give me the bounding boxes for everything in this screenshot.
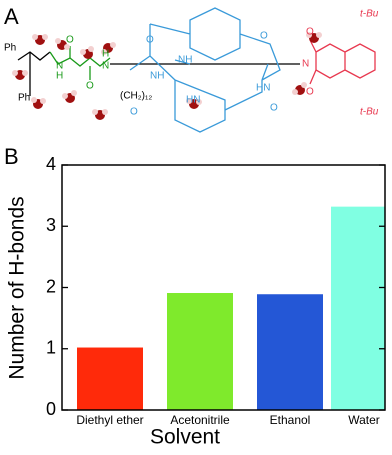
atom-label: O [130, 107, 138, 118]
bar [331, 206, 385, 410]
bar [77, 347, 143, 410]
atom-label: Ph [4, 43, 16, 54]
bar [167, 293, 233, 410]
plot-frame [61, 164, 386, 411]
atom-label: O [86, 81, 94, 92]
atom-label: H [102, 49, 109, 60]
y-axis-title: Number of H-bonds [6, 196, 29, 379]
atom-label: O [270, 103, 278, 114]
x-tick-label: Ethanol [270, 413, 311, 427]
atom-label: N [302, 59, 309, 70]
y-tick-label: 3 [46, 215, 56, 235]
atom-label: t-Bu [360, 107, 379, 118]
bar [257, 294, 323, 410]
molecule [17, 7, 376, 133]
atom-label: O [306, 87, 314, 98]
atom-label: HN [256, 83, 270, 94]
atom-label: Ph [18, 93, 30, 104]
atom-label: O [66, 35, 74, 46]
atom-label: NH [150, 71, 164, 82]
atom-label: N [102, 61, 109, 72]
panel-label: A [4, 4, 19, 29]
atom-label: N [56, 61, 63, 72]
x-tick-label: Water [348, 413, 380, 427]
panel-label: B [4, 144, 19, 169]
atom-label: NH [178, 55, 192, 66]
y-tick-label: 0 [46, 399, 56, 419]
bar-chart: Solvent Number of H-bonds Diethyl ether A… [6, 154, 386, 449]
atom-label: O [260, 31, 268, 42]
atom-label: (CH₂)₁₂ [120, 91, 152, 102]
y-tick-label: 2 [46, 276, 56, 296]
y-tick-label: 4 [46, 154, 56, 174]
structure-labels: Ph Ph H N O O N H (CH₂)₁₂ O NH HN O O NH… [4, 9, 379, 118]
x-tick-label: Acetonitrile [170, 413, 230, 427]
water-molecules [12, 32, 322, 120]
x-axis-title: Solvent [150, 426, 220, 449]
atom-label: O [306, 27, 314, 38]
x-tick-label: Diethyl ether [76, 413, 143, 427]
atom-label: HN [186, 95, 200, 106]
atom-label: H [56, 71, 63, 82]
atom-label: t-Bu [360, 9, 379, 20]
y-tick-label: 1 [46, 338, 56, 358]
atom-label: O [146, 35, 154, 46]
